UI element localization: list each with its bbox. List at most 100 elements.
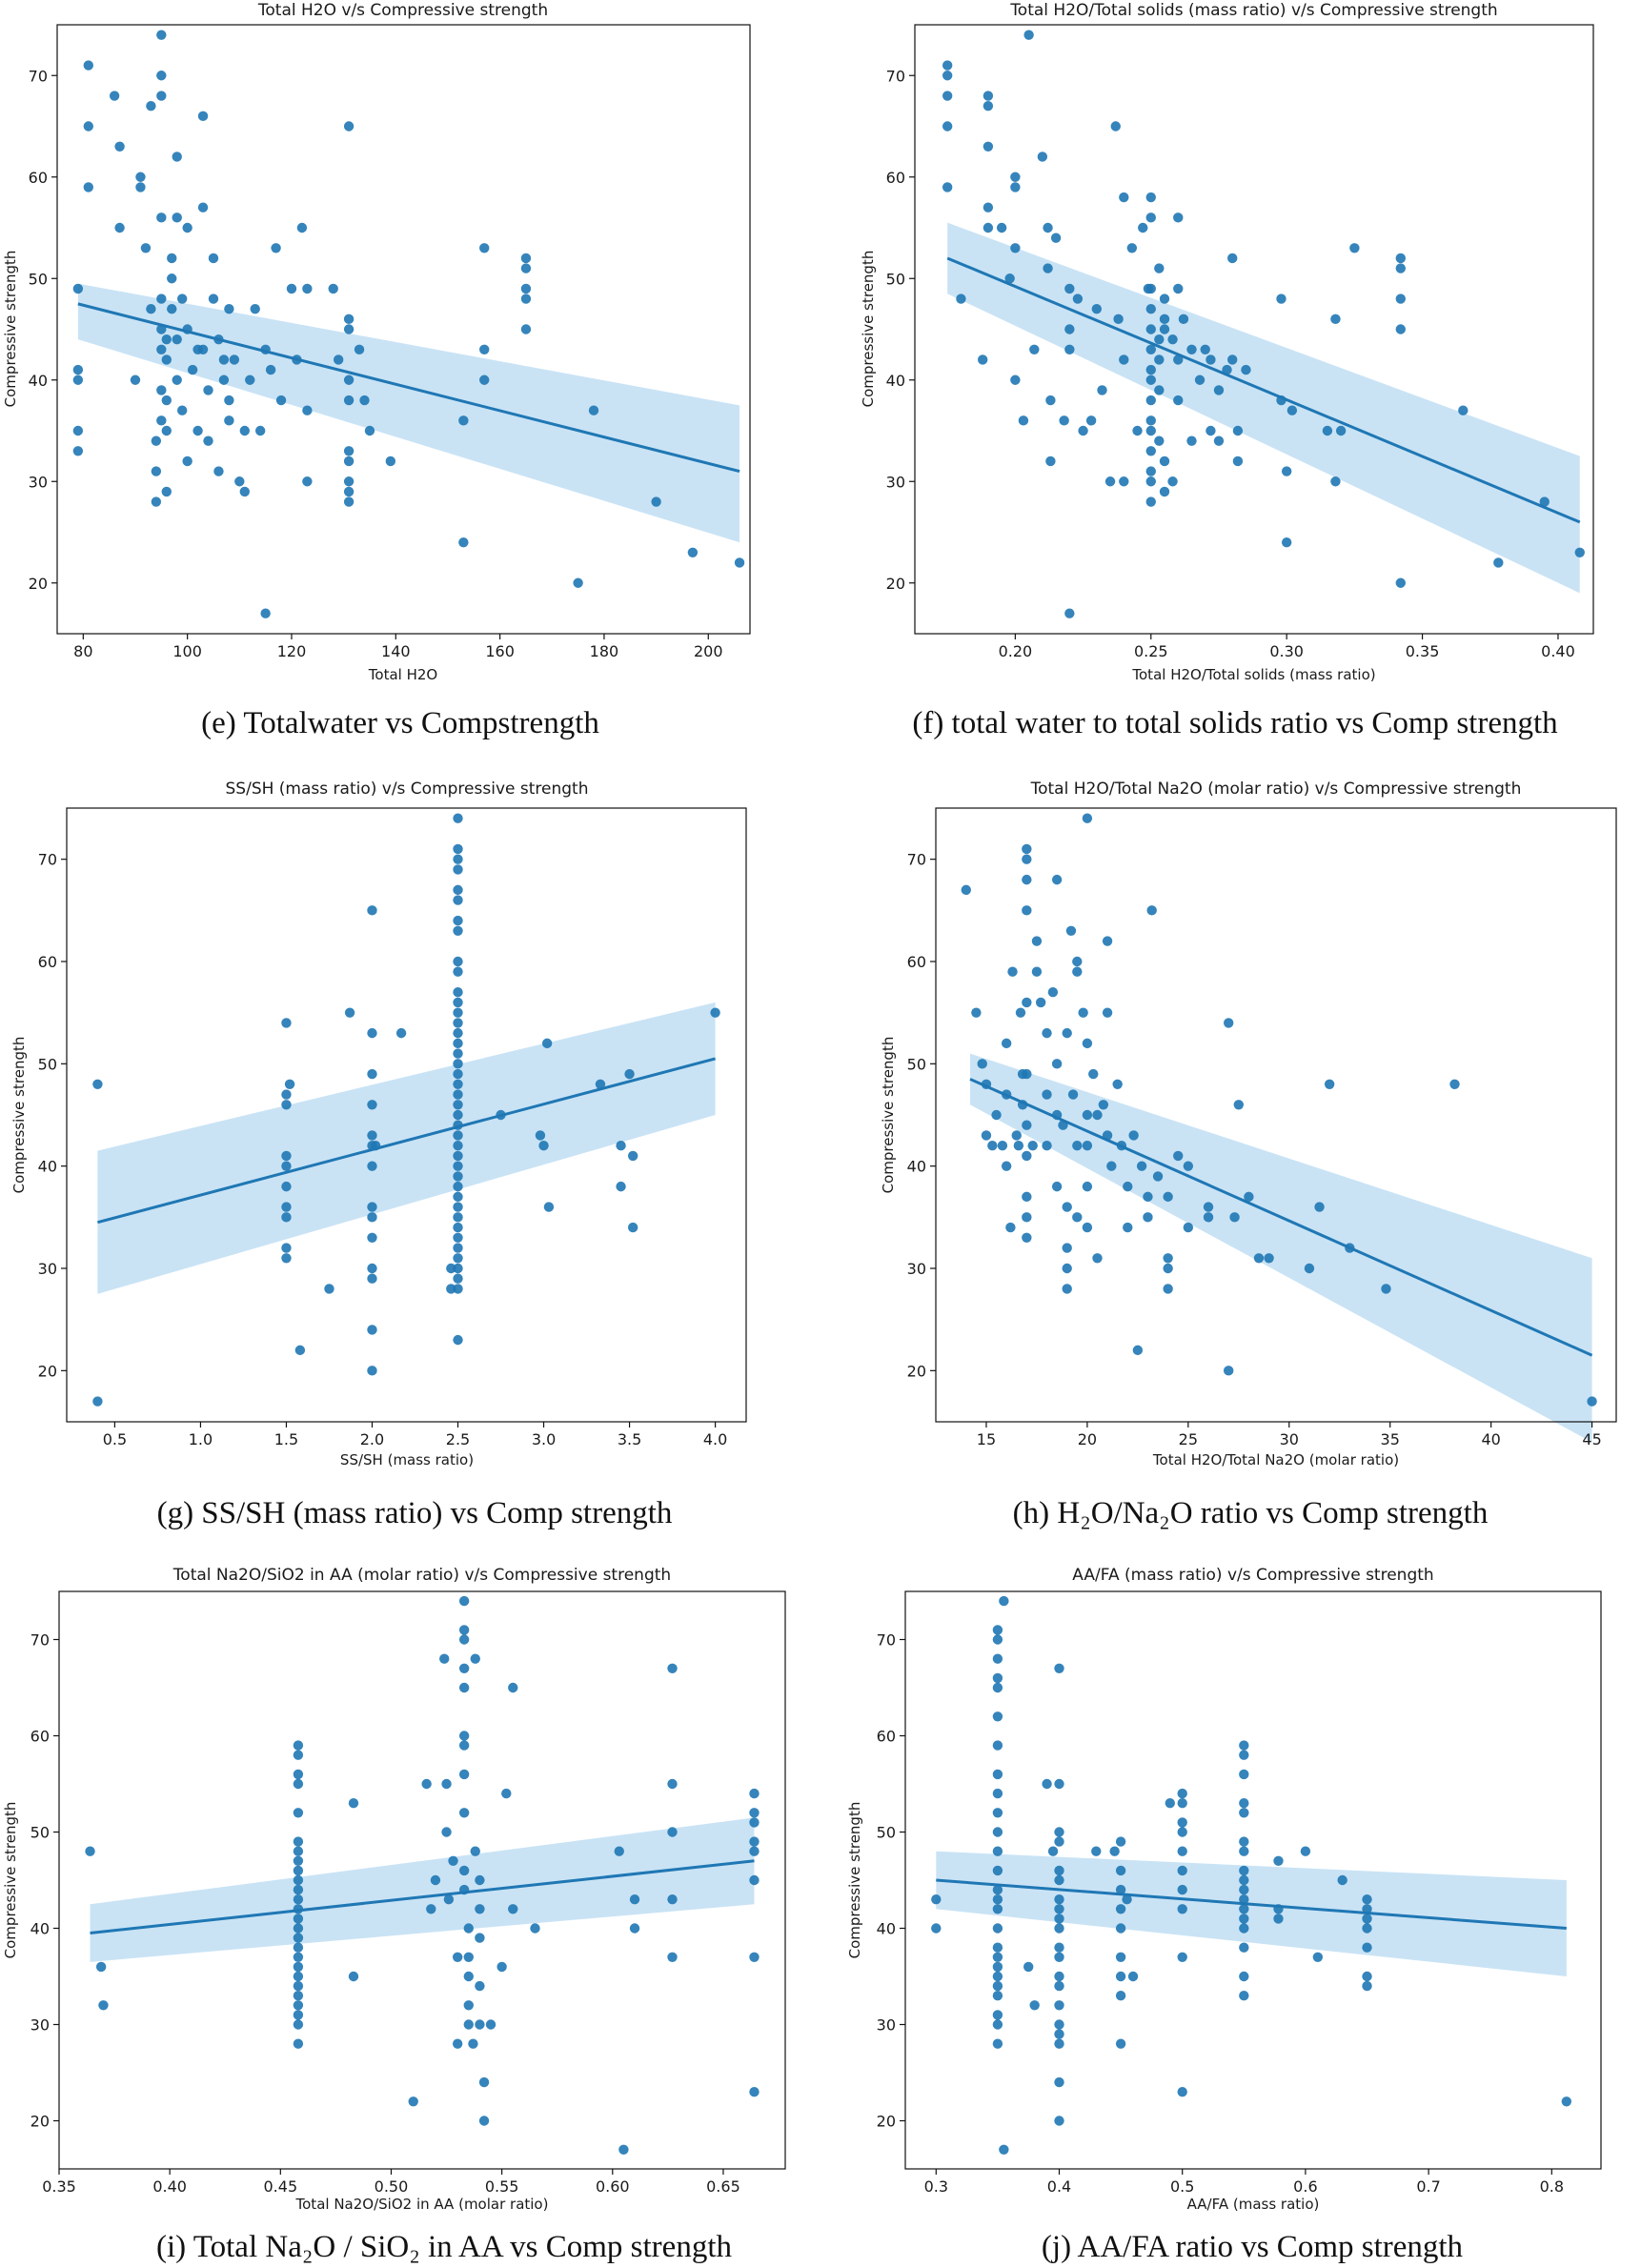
data-point xyxy=(161,425,172,436)
data-point xyxy=(1072,1141,1083,1151)
data-point xyxy=(1177,1904,1187,1914)
data-point xyxy=(453,1171,463,1182)
data-point xyxy=(992,1884,1003,1895)
data-point xyxy=(1078,425,1088,436)
data-point xyxy=(595,1079,606,1090)
data-point xyxy=(452,1952,463,1962)
data-point xyxy=(992,1711,1003,1722)
data-point xyxy=(293,2019,304,2030)
data-point xyxy=(354,344,365,354)
data-point xyxy=(1010,172,1021,182)
y-tick-label: 20 xyxy=(877,2113,896,2131)
data-point xyxy=(458,1769,470,1780)
data-point xyxy=(1054,1663,1064,1674)
data-point xyxy=(343,496,355,507)
data-point xyxy=(458,415,469,426)
data-point xyxy=(463,2000,474,2011)
data-point xyxy=(1022,854,1032,864)
data-point xyxy=(1054,1874,1064,1886)
data-point xyxy=(281,1181,292,1192)
data-point xyxy=(1203,1202,1214,1212)
data-point xyxy=(250,304,260,314)
data-point xyxy=(453,1253,463,1264)
data-point xyxy=(508,1904,518,1914)
data-point xyxy=(1145,375,1156,385)
data-point xyxy=(367,1202,377,1212)
regression-line xyxy=(936,1878,1567,1930)
data-point xyxy=(1395,294,1406,304)
y-tick-label: 40 xyxy=(29,372,48,390)
data-point xyxy=(1239,1865,1249,1876)
data-point xyxy=(208,253,219,264)
data-point xyxy=(367,1325,377,1335)
data-point xyxy=(479,243,490,253)
data-point xyxy=(1227,354,1238,365)
data-point xyxy=(156,71,167,81)
x-tick-label: 160 xyxy=(485,642,515,660)
data-point xyxy=(359,395,370,406)
data-point xyxy=(92,1396,103,1407)
data-point xyxy=(293,1961,304,1973)
data-point xyxy=(146,304,156,314)
data-point xyxy=(1163,1253,1173,1264)
y-tick-label: 30 xyxy=(30,2016,50,2035)
data-point xyxy=(130,375,141,385)
data-point xyxy=(302,476,313,487)
scatter-panel-aa-fa-ratio: 0.3 0.4 0.5 0.6 0.7 0.8 20 30 40 50 60 70 AA/FA (ma… xyxy=(846,1566,1602,2264)
data-point xyxy=(1239,1808,1249,1818)
y-tick-label: 30 xyxy=(886,473,905,491)
data-point xyxy=(458,537,469,548)
x-tick-label: 0.35 xyxy=(42,2177,76,2196)
data-point xyxy=(453,1027,463,1039)
data-point xyxy=(629,1923,640,1934)
y-tick-label: 60 xyxy=(29,169,48,187)
data-point xyxy=(1022,874,1032,885)
data-point xyxy=(92,1079,103,1090)
data-point xyxy=(1115,1884,1126,1895)
data-point xyxy=(1128,1130,1139,1141)
data-point xyxy=(1145,304,1156,314)
x-tick-label: 0.5 xyxy=(103,1430,127,1448)
data-point xyxy=(981,1130,992,1141)
data-point xyxy=(343,446,355,456)
y-tick-label: 60 xyxy=(886,169,905,187)
data-point xyxy=(367,905,377,916)
x-tick-label: 0.5 xyxy=(1170,2177,1194,2196)
data-point xyxy=(1051,1059,1063,1069)
data-point xyxy=(281,1150,292,1162)
data-point xyxy=(1054,2038,1064,2049)
data-point xyxy=(667,1778,678,1790)
data-point xyxy=(470,1653,480,1664)
data-point xyxy=(156,344,167,354)
data-point xyxy=(161,354,172,365)
data-point xyxy=(983,101,994,111)
data-point xyxy=(328,283,338,294)
data-point xyxy=(458,1731,470,1741)
data-point xyxy=(293,1952,304,1962)
data-point xyxy=(1229,1212,1240,1223)
data-point xyxy=(1054,2116,1064,2126)
data-point xyxy=(1001,1038,1012,1049)
data-point xyxy=(1018,415,1029,426)
data-point xyxy=(364,425,375,436)
data-point xyxy=(367,1366,377,1376)
x-tick-label: 3.5 xyxy=(618,1430,641,1448)
data-point xyxy=(1239,1894,1249,1905)
data-point xyxy=(992,1894,1003,1905)
data-point xyxy=(385,456,396,467)
x-axis-label: Total H2O/Total solids (mass ratio) xyxy=(1131,666,1375,683)
data-point xyxy=(1362,1942,1372,1953)
chart-title: Total H2O v/s Compressive strength xyxy=(257,1,548,20)
data-point xyxy=(992,1672,1003,1684)
data-point xyxy=(1042,1778,1052,1790)
data-point xyxy=(971,1007,982,1018)
data-point xyxy=(1213,385,1225,395)
data-point xyxy=(453,997,463,1008)
data-point xyxy=(135,172,146,182)
data-point xyxy=(1362,1923,1372,1934)
data-point xyxy=(1314,1202,1325,1212)
data-point xyxy=(1054,1914,1064,1924)
data-point xyxy=(293,1971,304,1982)
data-point xyxy=(1022,843,1032,855)
data-point xyxy=(651,496,661,507)
